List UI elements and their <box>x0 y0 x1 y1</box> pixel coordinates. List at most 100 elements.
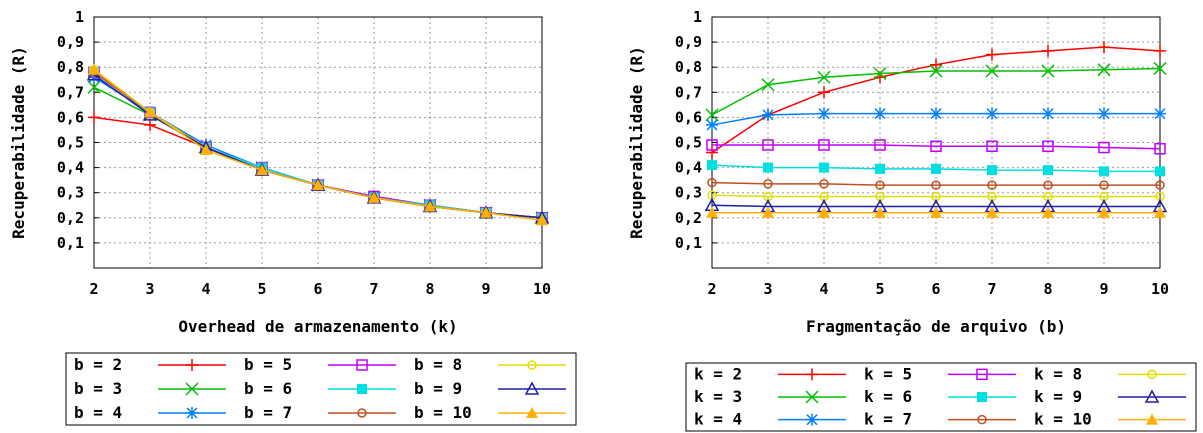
legend-swatch-marker <box>805 390 819 404</box>
data-point <box>930 107 942 120</box>
legend-swatch-marker <box>806 368 818 381</box>
x-tick-label: 4 <box>819 280 828 298</box>
data-point <box>931 163 941 174</box>
data-point <box>762 108 774 121</box>
data-point <box>818 107 830 120</box>
data-point <box>875 180 885 190</box>
legend-swatch-marker <box>977 392 987 402</box>
legend-label: b = 10 <box>414 403 472 422</box>
legend-item: b = 10 <box>414 403 566 422</box>
data-point <box>707 177 717 188</box>
data-point <box>1154 107 1166 120</box>
y-tick-label: 0,8 <box>675 58 702 76</box>
data-point <box>1099 166 1109 177</box>
y-tick-label: 1 <box>693 8 702 26</box>
legend-swatch-marker <box>356 359 368 371</box>
legend-item: k = 8 <box>1034 364 1186 383</box>
legend-label: b = 9 <box>414 379 462 398</box>
data-point <box>706 139 718 151</box>
series-k-3 <box>705 61 1167 122</box>
legend-swatch-marker <box>1147 369 1157 380</box>
data-point <box>706 146 718 159</box>
data-point <box>874 107 886 120</box>
legend-item: k = 7 <box>864 410 1016 429</box>
left-chart: 0,1 0,2 0,3 0,4 0,5 0,6 0,7 0,8 0,9 1 2 3 4 5 6 7 8 9 10 Ov… <box>9 8 577 426</box>
x-tick-label: 8 <box>1043 280 1052 298</box>
data-point <box>1042 44 1054 57</box>
legend-label: k = 5 <box>864 364 912 383</box>
legend-item: k = 5 <box>864 364 1016 383</box>
legend-item: k = 9 <box>1034 387 1186 406</box>
y-tick-label: 0,1 <box>675 234 702 252</box>
data-point <box>144 118 156 131</box>
x-tick-label: 8 <box>425 280 434 298</box>
data-point <box>931 180 941 190</box>
data-point <box>818 206 830 218</box>
y-axis-label: Recuperabilidade (R) <box>9 46 28 239</box>
data-point <box>817 70 831 84</box>
legend-item: k = 10 <box>1034 410 1186 429</box>
y-tick-label: 0,7 <box>675 83 702 101</box>
series-b-5 <box>88 66 548 224</box>
legend-swatch-marker <box>357 384 367 394</box>
x-tick-label: 7 <box>987 280 996 298</box>
data-point <box>312 179 324 191</box>
x-tick-label: 9 <box>1099 280 1108 298</box>
data-point <box>1042 206 1054 218</box>
series-k-10 <box>706 206 1166 218</box>
series-line <box>711 181 1160 186</box>
legend-swatch-marker <box>186 407 198 419</box>
data-point <box>929 64 943 78</box>
x-tick-label: 2 <box>89 280 98 298</box>
x-tick-label: 4 <box>201 280 210 298</box>
series-k-6 <box>707 160 1165 177</box>
data-point <box>1155 180 1165 190</box>
data-point <box>705 108 719 122</box>
series-line <box>711 204 1160 208</box>
data-point <box>1099 180 1109 190</box>
data-point <box>875 163 885 174</box>
y-tick-label: 0,8 <box>57 58 84 76</box>
x-tick-label: 5 <box>257 280 266 298</box>
x-tick-label: 10 <box>533 280 551 298</box>
data-point <box>200 144 212 156</box>
data-point <box>763 179 773 189</box>
legend-item: k = 6 <box>864 387 1016 406</box>
series-b-6 <box>89 67 547 223</box>
x-axis-label: Fragmentação de arquivo (b) <box>806 317 1066 336</box>
x-tick-label: 5 <box>875 280 884 298</box>
series-line <box>93 74 543 219</box>
data-point <box>424 200 436 212</box>
series-line <box>93 71 543 219</box>
legend-label: k = 6 <box>864 387 912 406</box>
legend-label: k = 4 <box>694 410 742 429</box>
legend-swatch-marker <box>1144 389 1160 403</box>
y-tick-label: 0,7 <box>57 83 84 101</box>
series-k-7 <box>707 177 1165 190</box>
data-point <box>819 162 829 173</box>
legend-swatch-marker <box>524 381 540 395</box>
y-tick-label: 0,2 <box>57 209 84 227</box>
legend-box <box>65 352 577 426</box>
data-point <box>706 206 718 218</box>
data-point <box>1042 107 1054 120</box>
x-tick-label: 2 <box>707 280 716 298</box>
data-point <box>1097 63 1111 77</box>
legend-item: b = 2 <box>74 355 226 374</box>
data-point <box>930 58 942 71</box>
data-point <box>88 111 100 124</box>
data-point <box>986 206 998 218</box>
data-point <box>706 118 718 131</box>
data-point <box>1153 61 1167 75</box>
y-tick-label: 0,6 <box>57 108 84 126</box>
x-tick-label: 3 <box>145 280 154 298</box>
data-point <box>1154 143 1166 155</box>
legend-swatch-marker <box>357 408 367 418</box>
legend-label: b = 3 <box>74 379 122 398</box>
data-point <box>1043 180 1053 190</box>
legend-item: k = 3 <box>694 387 846 406</box>
grid <box>711 16 1161 268</box>
data-point <box>1043 165 1053 176</box>
legend-swatch-marker <box>186 359 198 371</box>
legend-label: b = 6 <box>244 379 292 398</box>
